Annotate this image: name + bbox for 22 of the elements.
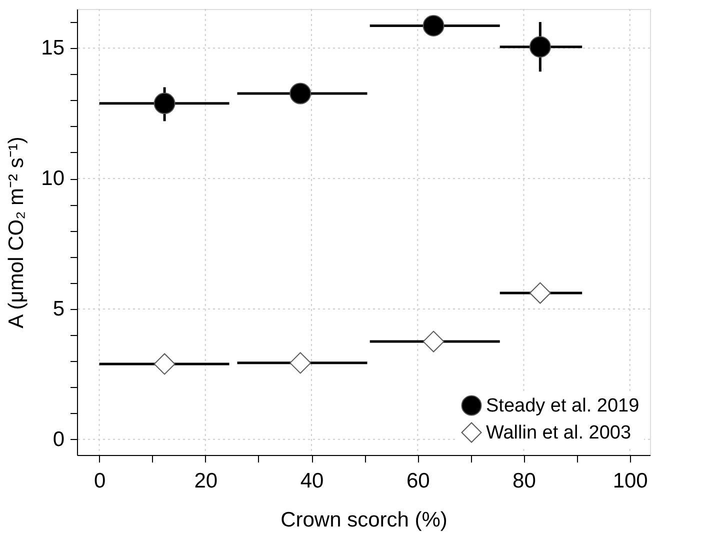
y-axis-title: A (μmol CO₂ m⁻² s⁻¹) — [5, 136, 28, 328]
y-tick-label: 10 — [41, 167, 64, 190]
x-axis-title: Crown scorch (%) — [280, 508, 448, 532]
legend-label: Wallin et al. 2003 — [486, 422, 632, 444]
point — [422, 14, 444, 36]
y-tick-label: 5 — [52, 297, 64, 320]
point — [154, 92, 176, 114]
y-tick-label: 0 — [52, 428, 64, 451]
point — [290, 82, 312, 104]
x-tick-label: 100 — [612, 470, 648, 492]
x-tick-label: 40 — [300, 470, 324, 492]
x-tick-label: 20 — [194, 470, 218, 492]
point — [422, 330, 444, 352]
point — [529, 282, 551, 304]
x-tick-label: 0 — [94, 470, 106, 492]
x-tick-label: 80 — [512, 470, 536, 492]
point — [529, 36, 551, 58]
point — [154, 353, 176, 375]
legend-label: Steady et al. 2019 — [486, 396, 640, 416]
x-tick-label: 60 — [406, 470, 430, 492]
point — [290, 352, 312, 374]
y-tick-label: 15 — [41, 36, 64, 60]
